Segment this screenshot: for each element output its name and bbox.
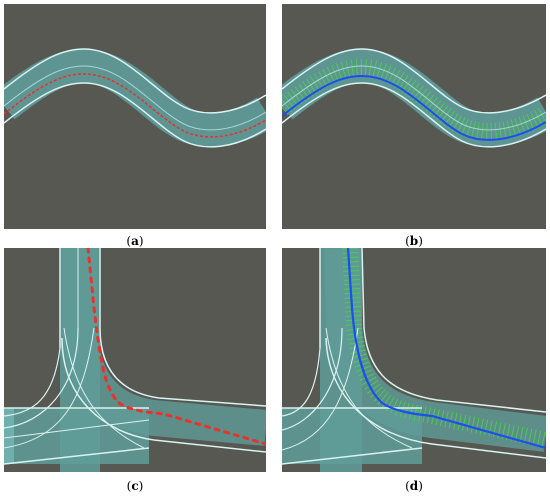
curved-road-band <box>324 248 546 452</box>
road-sine-diagram-a <box>4 48 266 148</box>
left-curve-2 <box>282 327 343 431</box>
road-band <box>4 48 266 147</box>
horizontal-edge-bottom <box>282 447 423 465</box>
highlight-block <box>4 408 14 464</box>
curved-edge-inner <box>61 337 266 453</box>
road-sine-diagram-b <box>282 48 546 148</box>
planned-path-red-dotted <box>86 248 266 446</box>
panel-b <box>282 4 546 229</box>
curved-road-band <box>62 248 266 446</box>
caption-b: (b) <box>405 234 423 248</box>
cross-curve-1 <box>325 327 413 449</box>
left-curve-2 <box>4 327 79 429</box>
optimized-path-blue <box>346 248 546 450</box>
horizontal-edge-mid <box>4 419 150 439</box>
horizontal-road <box>4 408 149 464</box>
road-edge-top <box>282 48 546 114</box>
cross-curve-1 <box>63 327 145 449</box>
caption-c: (c) <box>126 479 144 493</box>
cross-curve-2 <box>4 327 95 449</box>
panel-a <box>4 4 266 229</box>
road-junction-diagram-d <box>282 248 546 472</box>
optimized-path-blue <box>282 74 546 141</box>
road-edge-bottom <box>282 82 546 148</box>
caption-d: (d) <box>405 479 423 493</box>
curved-edge-outer <box>99 248 266 407</box>
caption-a: (a) <box>126 234 144 248</box>
panel-d <box>282 248 546 472</box>
road-edge-bottom <box>4 82 266 148</box>
cross-curve-2 <box>282 327 359 451</box>
road-centerline <box>282 65 546 131</box>
panel-c <box>4 248 266 472</box>
planned-path-red-dashed <box>4 73 266 138</box>
horizontal-edge-bottom <box>4 447 150 465</box>
left-curve-1 <box>4 347 61 417</box>
left-curve-1 <box>282 347 321 417</box>
road-edge-top <box>4 48 266 114</box>
road-centerline <box>4 65 266 131</box>
road-junction-diagram-c <box>4 248 266 472</box>
curved-edge-outer <box>361 248 546 413</box>
hatch-band <box>282 58 546 141</box>
